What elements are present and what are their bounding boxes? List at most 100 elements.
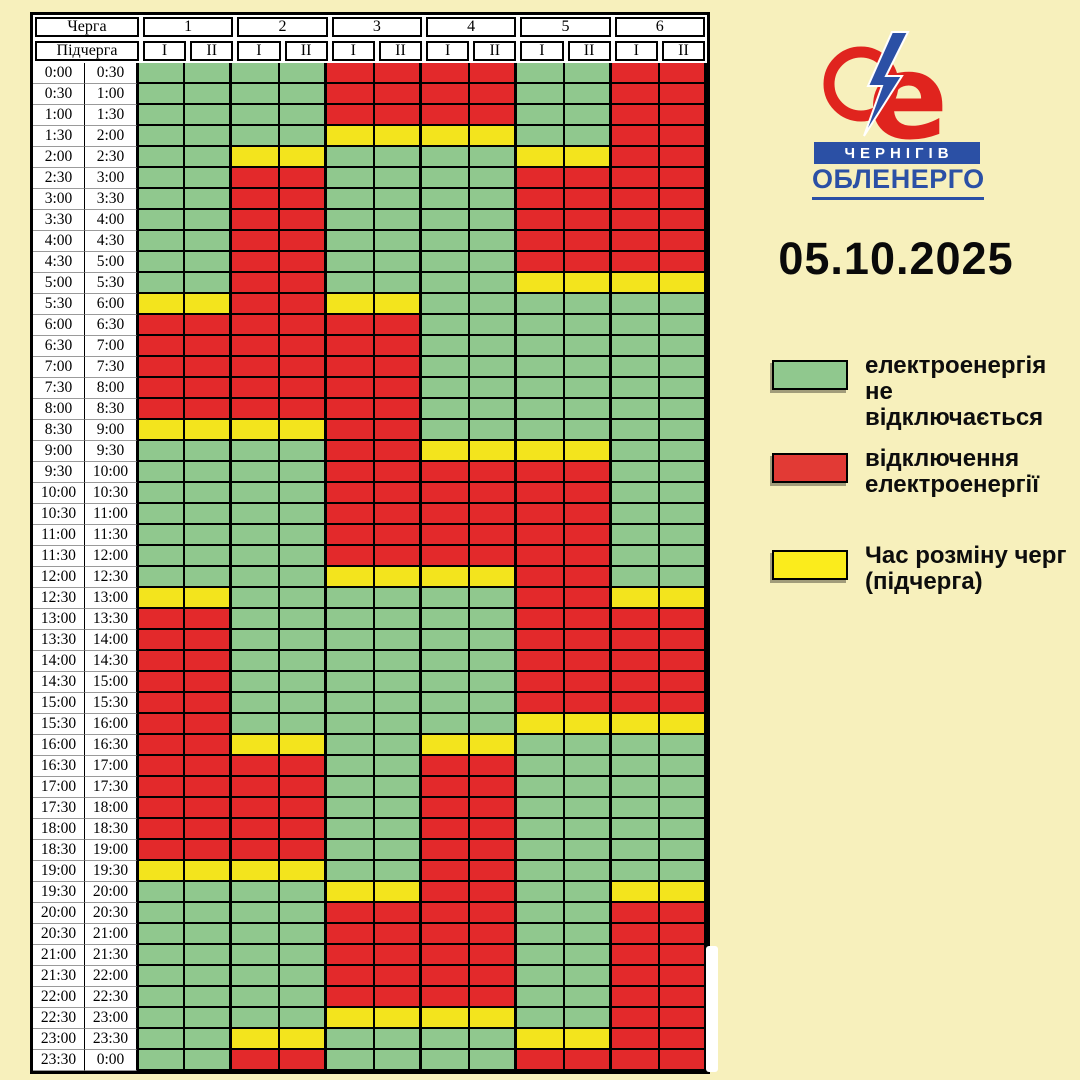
queue-header-1: 1: [143, 17, 234, 37]
grid-cell: [184, 882, 232, 903]
time-cell-from: 21:30: [33, 966, 85, 987]
time-cell-to: 11:30: [85, 525, 137, 546]
grid-cell: [279, 840, 327, 861]
grid-cell: [517, 189, 565, 210]
grid-cell: [612, 462, 660, 483]
grid-cell: [517, 630, 565, 651]
grid-cell: [612, 105, 660, 126]
grid-cell: [327, 903, 375, 924]
grid-cell: [612, 588, 660, 609]
grid-cell: [612, 945, 660, 966]
grid-cell: [564, 735, 612, 756]
grid-cell: [137, 231, 185, 252]
time-cell-from: 10:00: [33, 483, 85, 504]
grid-cell: [659, 525, 707, 546]
grid-cell: [374, 399, 422, 420]
grid-cell: [422, 672, 470, 693]
time-cell-from: 0:30: [33, 84, 85, 105]
grid-cell: [137, 1029, 185, 1050]
subqueue-header-4-ІІ: ІІ: [473, 41, 517, 61]
grid-cell: [184, 168, 232, 189]
grid-cell: [184, 987, 232, 1008]
grid-cell: [659, 462, 707, 483]
grid-cell: [279, 819, 327, 840]
grid-cell: [327, 798, 375, 819]
grid-cell: [232, 924, 280, 945]
grid-cell: [374, 252, 422, 273]
grid-cell: [469, 945, 517, 966]
grid-cell: [612, 1050, 660, 1071]
subqueue-header-6-І: І: [614, 41, 658, 61]
grid-cell: [279, 441, 327, 462]
grid-cell: [327, 840, 375, 861]
grid-cell: [659, 714, 707, 735]
grid-cell: [422, 882, 470, 903]
time-cell-to: 4:30: [85, 231, 137, 252]
grid-cell: [374, 1050, 422, 1071]
schedule-date: 05.10.2025: [778, 233, 1014, 284]
grid-cell: [279, 483, 327, 504]
grid-cell: [564, 1029, 612, 1050]
grid-cell: [137, 168, 185, 189]
grid-cell: [137, 1008, 185, 1029]
grid-cell: [517, 756, 565, 777]
time-cell-from: 16:30: [33, 756, 85, 777]
grid-cell: [374, 357, 422, 378]
grid-cell: [327, 147, 375, 168]
grid-cell: [232, 945, 280, 966]
grid-cell: [659, 840, 707, 861]
grid-cell: [469, 630, 517, 651]
time-cell-from: 4:30: [33, 252, 85, 273]
grid-cell: [469, 1008, 517, 1029]
grid-cell: [422, 105, 470, 126]
grid-cell: [517, 357, 565, 378]
grid-cell: [612, 315, 660, 336]
grid-cell: [279, 462, 327, 483]
grid-cell: [659, 924, 707, 945]
grid-cell: [517, 210, 565, 231]
grid-cell: [327, 651, 375, 672]
grid-cell: [279, 861, 327, 882]
time-cell-from: 8:30: [33, 420, 85, 441]
grid-cell: [374, 714, 422, 735]
grid-cell: [612, 567, 660, 588]
time-cell-to: 0:00: [85, 1050, 137, 1071]
grid-cell: [422, 1008, 470, 1029]
grid-cell: [517, 84, 565, 105]
grid-cell: [184, 1008, 232, 1029]
lightning-bolt-icon: [863, 31, 910, 137]
time-cell-from: 11:00: [33, 525, 85, 546]
grid-cell: [564, 441, 612, 462]
grid-cell: [659, 819, 707, 840]
grid-cell: [327, 210, 375, 231]
time-cell-to: 20:00: [85, 882, 137, 903]
time-cell-to: 16:00: [85, 714, 137, 735]
grid-cell: [137, 693, 185, 714]
grid-cell: [564, 189, 612, 210]
grid-cell: [374, 336, 422, 357]
grid-cell: [374, 798, 422, 819]
grid-cell: [422, 546, 470, 567]
time-cell-to: 12:00: [85, 546, 137, 567]
grid-cell: [517, 840, 565, 861]
grid-cell: [184, 378, 232, 399]
grid-cell: [564, 672, 612, 693]
time-cell-to: 17:30: [85, 777, 137, 798]
grid-cell: [279, 693, 327, 714]
grid-cell: [184, 840, 232, 861]
grid-cell: [232, 210, 280, 231]
grid-cell: [422, 924, 470, 945]
grid-cell: [517, 1050, 565, 1071]
time-cell-to: 2:30: [85, 147, 137, 168]
grid-cell: [564, 861, 612, 882]
queue-header-2: 2: [237, 17, 328, 37]
grid-cell: [327, 126, 375, 147]
grid-cell: [612, 861, 660, 882]
grid-cell: [374, 735, 422, 756]
grid-cell: [422, 168, 470, 189]
grid-cell: [279, 336, 327, 357]
grid-cell: [374, 504, 422, 525]
grid-cell: [184, 294, 232, 315]
grid-cell: [659, 903, 707, 924]
grid-cell: [184, 735, 232, 756]
